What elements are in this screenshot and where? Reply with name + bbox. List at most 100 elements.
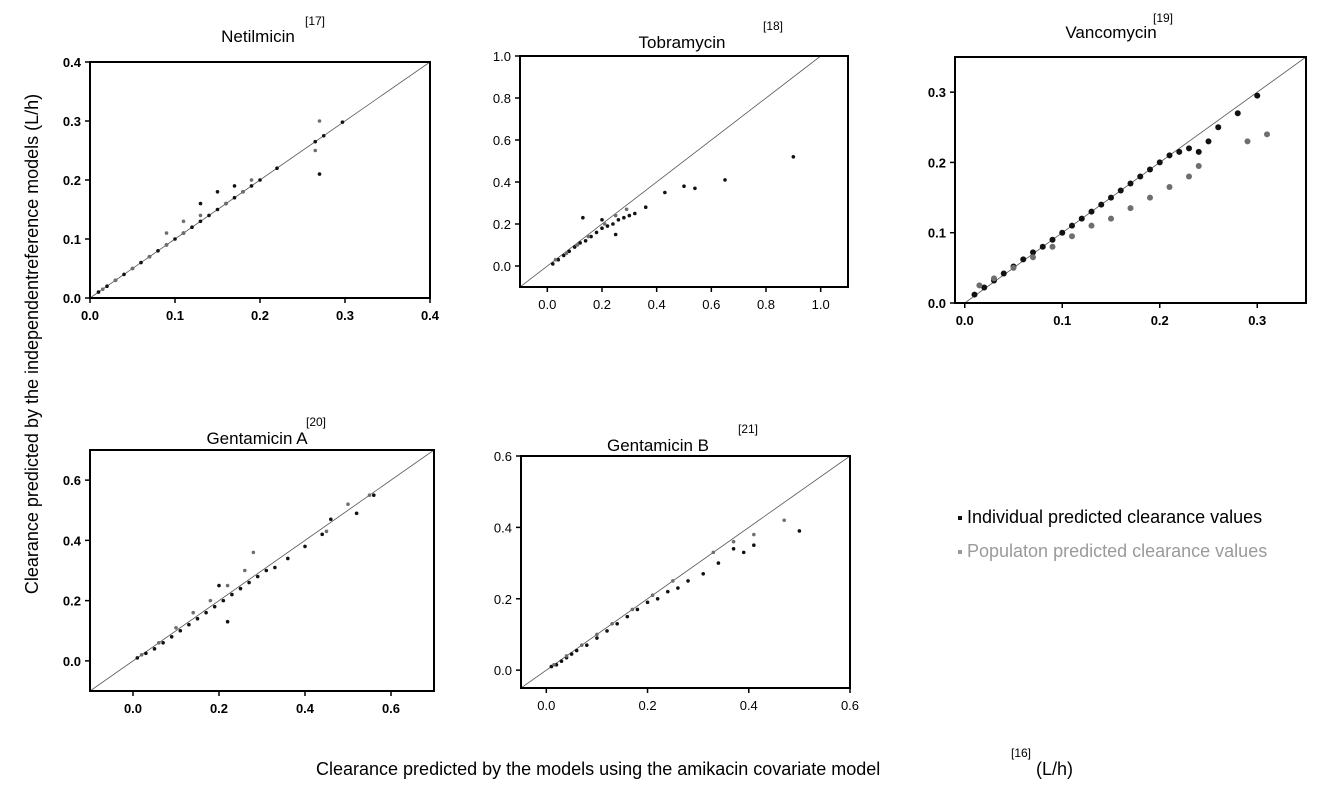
y-tick-label: 0.6 xyxy=(494,449,512,464)
y-tick-label: 0.2 xyxy=(63,594,81,609)
point-population xyxy=(610,621,614,626)
point-population xyxy=(650,593,655,597)
panel-title-ref: [21] xyxy=(738,422,758,436)
point-population xyxy=(1147,194,1153,201)
point-individual xyxy=(1000,270,1007,277)
point-individual xyxy=(1195,148,1202,155)
legend: Individual predicted clearance values Po… xyxy=(958,507,1267,561)
point-individual xyxy=(329,517,333,522)
point-individual xyxy=(569,652,574,656)
panel-0: 0.0 0.1 0.2 0.3 0.4 0.0 0.1 0.2 0.3 0.4 Netilmicin… xyxy=(63,14,440,323)
point-individual xyxy=(1098,201,1105,208)
point-individual xyxy=(122,272,126,277)
point-individual xyxy=(752,543,756,548)
point-population xyxy=(100,287,105,291)
point-individual xyxy=(275,166,279,170)
point-individual xyxy=(190,225,194,229)
y-tick-label: 0.4 xyxy=(494,520,512,535)
point-individual xyxy=(585,643,589,647)
legend-marker-individual xyxy=(958,516,962,520)
point-individual xyxy=(313,139,318,144)
point-individual xyxy=(797,529,802,533)
point-population xyxy=(782,518,786,523)
point-individual xyxy=(139,260,143,265)
point-individual xyxy=(723,178,727,182)
point-population xyxy=(164,243,169,247)
x-tick-label: 0.4 xyxy=(296,701,315,716)
point-individual xyxy=(613,232,618,237)
point-individual xyxy=(354,511,359,516)
point-population xyxy=(157,641,161,645)
figure-y-axis-label: Clearance predicted by the independentre… xyxy=(22,94,42,594)
x-tick-label: 0.1 xyxy=(166,308,184,323)
panel-frame xyxy=(89,449,435,692)
point-individual xyxy=(578,241,582,245)
point-individual xyxy=(1254,92,1261,99)
point-individual xyxy=(643,205,648,209)
point-individual xyxy=(589,234,593,239)
panel-plot-area xyxy=(90,450,434,691)
point-population xyxy=(243,568,247,573)
panel-title-ref: [17] xyxy=(305,14,325,28)
x-tick-label: 0.2 xyxy=(1151,313,1169,328)
point-individual xyxy=(600,218,604,222)
point-individual xyxy=(551,262,555,266)
point-individual xyxy=(135,656,140,660)
x-tick-label: 0.3 xyxy=(336,308,354,323)
x-tick-label: 0.0 xyxy=(956,313,974,328)
point-individual xyxy=(627,213,632,218)
panel-frame xyxy=(520,455,851,689)
x-tick-label: 0.2 xyxy=(210,701,228,716)
point-individual xyxy=(559,659,564,664)
point-individual xyxy=(1020,256,1027,263)
panel-frame xyxy=(519,55,849,288)
point-individual xyxy=(321,133,326,138)
point-individual xyxy=(232,184,237,188)
panel-plot-area xyxy=(90,62,430,298)
identity-line xyxy=(90,450,434,691)
point-population xyxy=(346,502,350,507)
point-individual xyxy=(340,120,345,124)
point-individual xyxy=(622,215,626,220)
y-tick-label: 0.6 xyxy=(493,133,511,148)
panel-title: Vancomycin xyxy=(1065,23,1156,42)
panel-title: Tobramycin xyxy=(639,33,726,52)
point-individual xyxy=(320,532,325,537)
point-population xyxy=(1010,264,1017,271)
y-tick-label: 0.3 xyxy=(928,85,946,100)
point-population xyxy=(1166,184,1173,191)
point-population xyxy=(1049,243,1056,250)
point-population xyxy=(553,257,558,262)
point-individual xyxy=(273,565,277,570)
point-individual xyxy=(212,604,217,609)
point-individual xyxy=(105,284,109,289)
point-population xyxy=(595,632,599,637)
point-population xyxy=(586,234,591,239)
y-tick-label: 0.8 xyxy=(493,91,511,106)
x-tick-label: 0.6 xyxy=(702,297,720,312)
x-tick-label: 0.4 xyxy=(421,308,440,323)
point-population xyxy=(208,598,213,603)
point-individual xyxy=(1176,148,1183,155)
panel-4: 0.0 0.2 0.4 0.6 0.0 0.2 0.4 0.6 Gentamicin B [21] xyxy=(494,422,859,713)
identity-line xyxy=(520,56,821,287)
point-individual xyxy=(232,195,237,200)
figure-x-axis-label: Clearance predicted by the models using … xyxy=(316,759,880,779)
point-individual xyxy=(198,201,203,206)
point-individual xyxy=(1156,159,1163,166)
y-tick-label: 0.1 xyxy=(63,232,81,247)
figure-x-axis-label-ref: [16] xyxy=(1011,746,1031,760)
point-population xyxy=(1088,222,1095,229)
legend-label-population: Populaton predicted clearance values xyxy=(967,541,1267,561)
y-tick-label: 0.0 xyxy=(493,259,511,274)
point-population xyxy=(630,607,635,612)
point-individual xyxy=(574,648,579,653)
point-individual xyxy=(686,579,690,583)
point-individual xyxy=(247,580,251,585)
point-population xyxy=(324,529,329,534)
x-tick-label: 1.0 xyxy=(812,297,830,312)
point-individual xyxy=(1117,187,1124,194)
x-tick-label: 0.3 xyxy=(1248,313,1266,328)
panels-group: 0.0 0.1 0.2 0.3 0.4 0.0 0.1 0.2 0.3 0.4 Netilmicin… xyxy=(63,11,1307,716)
x-tick-label: 0.0 xyxy=(538,297,556,312)
